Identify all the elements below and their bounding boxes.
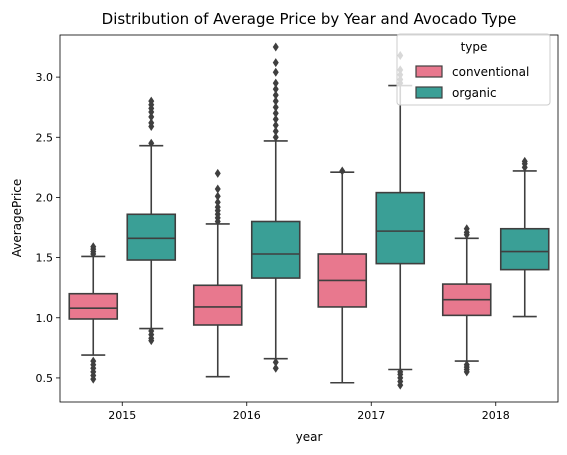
- outlier-point: [272, 67, 279, 77]
- outlier-point: [148, 112, 155, 122]
- box-organic-2016: [250, 42, 301, 373]
- x-tick-label: 2017: [357, 409, 385, 422]
- outlier-point: [90, 242, 97, 252]
- outlier-point: [272, 90, 279, 100]
- y-tick-label: 2.0: [36, 191, 54, 204]
- outlier-point: [272, 132, 279, 142]
- legend-label-conventional: conventional: [452, 65, 529, 79]
- legend: type conventional organic: [396, 33, 551, 106]
- y-tick-label: 1.5: [36, 252, 54, 265]
- outlier-point: [214, 184, 221, 194]
- axes-frame: [59, 34, 559, 403]
- x-tick-label: 2015: [108, 409, 136, 422]
- chart-title: Distribution of Average Price by Year an…: [102, 10, 517, 28]
- outlier-point: [148, 118, 155, 128]
- interquartile-box: [126, 213, 177, 261]
- outlier-point: [214, 168, 221, 178]
- box-conventional-2018: [441, 224, 492, 377]
- interquartile-box: [375, 191, 426, 265]
- outlier-point: [272, 58, 279, 68]
- legend-title: type: [461, 40, 488, 54]
- box-organic-2018: [499, 156, 550, 318]
- outlier-point: [272, 84, 279, 94]
- outlier-point: [463, 360, 470, 370]
- box-conventional-2016: [192, 168, 243, 378]
- legend-label-organic: organic: [452, 86, 497, 100]
- y-tick-label: 2.5: [36, 131, 54, 144]
- x-tick-label: 2018: [482, 409, 510, 422]
- box-conventional-2017: [317, 166, 368, 384]
- outlier-point: [521, 156, 528, 166]
- outlier-point: [148, 138, 155, 148]
- outlier-point: [272, 96, 279, 106]
- outlier-point: [272, 78, 279, 88]
- y-axis-label: AveragePrice: [10, 179, 24, 258]
- x-axis-label: year: [296, 430, 323, 444]
- interquartile-box: [192, 284, 243, 326]
- outlier-point: [272, 108, 279, 118]
- outlier-point: [148, 96, 155, 106]
- legend-swatch-conventional: [415, 65, 443, 78]
- outlier-point: [272, 126, 279, 136]
- legend-swatch-organic: [415, 86, 443, 99]
- outlier-point: [214, 202, 221, 212]
- y-tick-label: 3.0: [36, 71, 54, 84]
- outlier-point: [272, 357, 279, 367]
- outlier-point: [272, 114, 279, 124]
- outlier-point: [463, 224, 470, 234]
- y-tick-label: 0.5: [36, 372, 54, 385]
- outlier-point: [272, 102, 279, 112]
- y-tick-label: 1.0: [36, 312, 54, 325]
- interquartile-box: [499, 227, 550, 271]
- outlier-point: [397, 367, 404, 377]
- x-tick-label: 2016: [233, 409, 261, 422]
- box-conventional-2015: [68, 242, 119, 384]
- plot-area: 0.5 1.0 1.5 2.0 2.5 3.0 2015 2016 2017 2018: [36, 34, 559, 422]
- outlier-point: [339, 166, 346, 176]
- outlier-point: [148, 326, 155, 336]
- outlier-point: [272, 120, 279, 130]
- interquartile-box: [250, 220, 301, 279]
- interquartile-box: [68, 292, 119, 320]
- outlier-point: [272, 363, 279, 373]
- outlier-point: [214, 197, 221, 207]
- outlier-point: [214, 191, 221, 201]
- outlier-point: [90, 356, 97, 366]
- legend-entries: conventional organic: [415, 65, 529, 100]
- box-organic-2015: [126, 96, 177, 346]
- outlier-point: [272, 42, 279, 52]
